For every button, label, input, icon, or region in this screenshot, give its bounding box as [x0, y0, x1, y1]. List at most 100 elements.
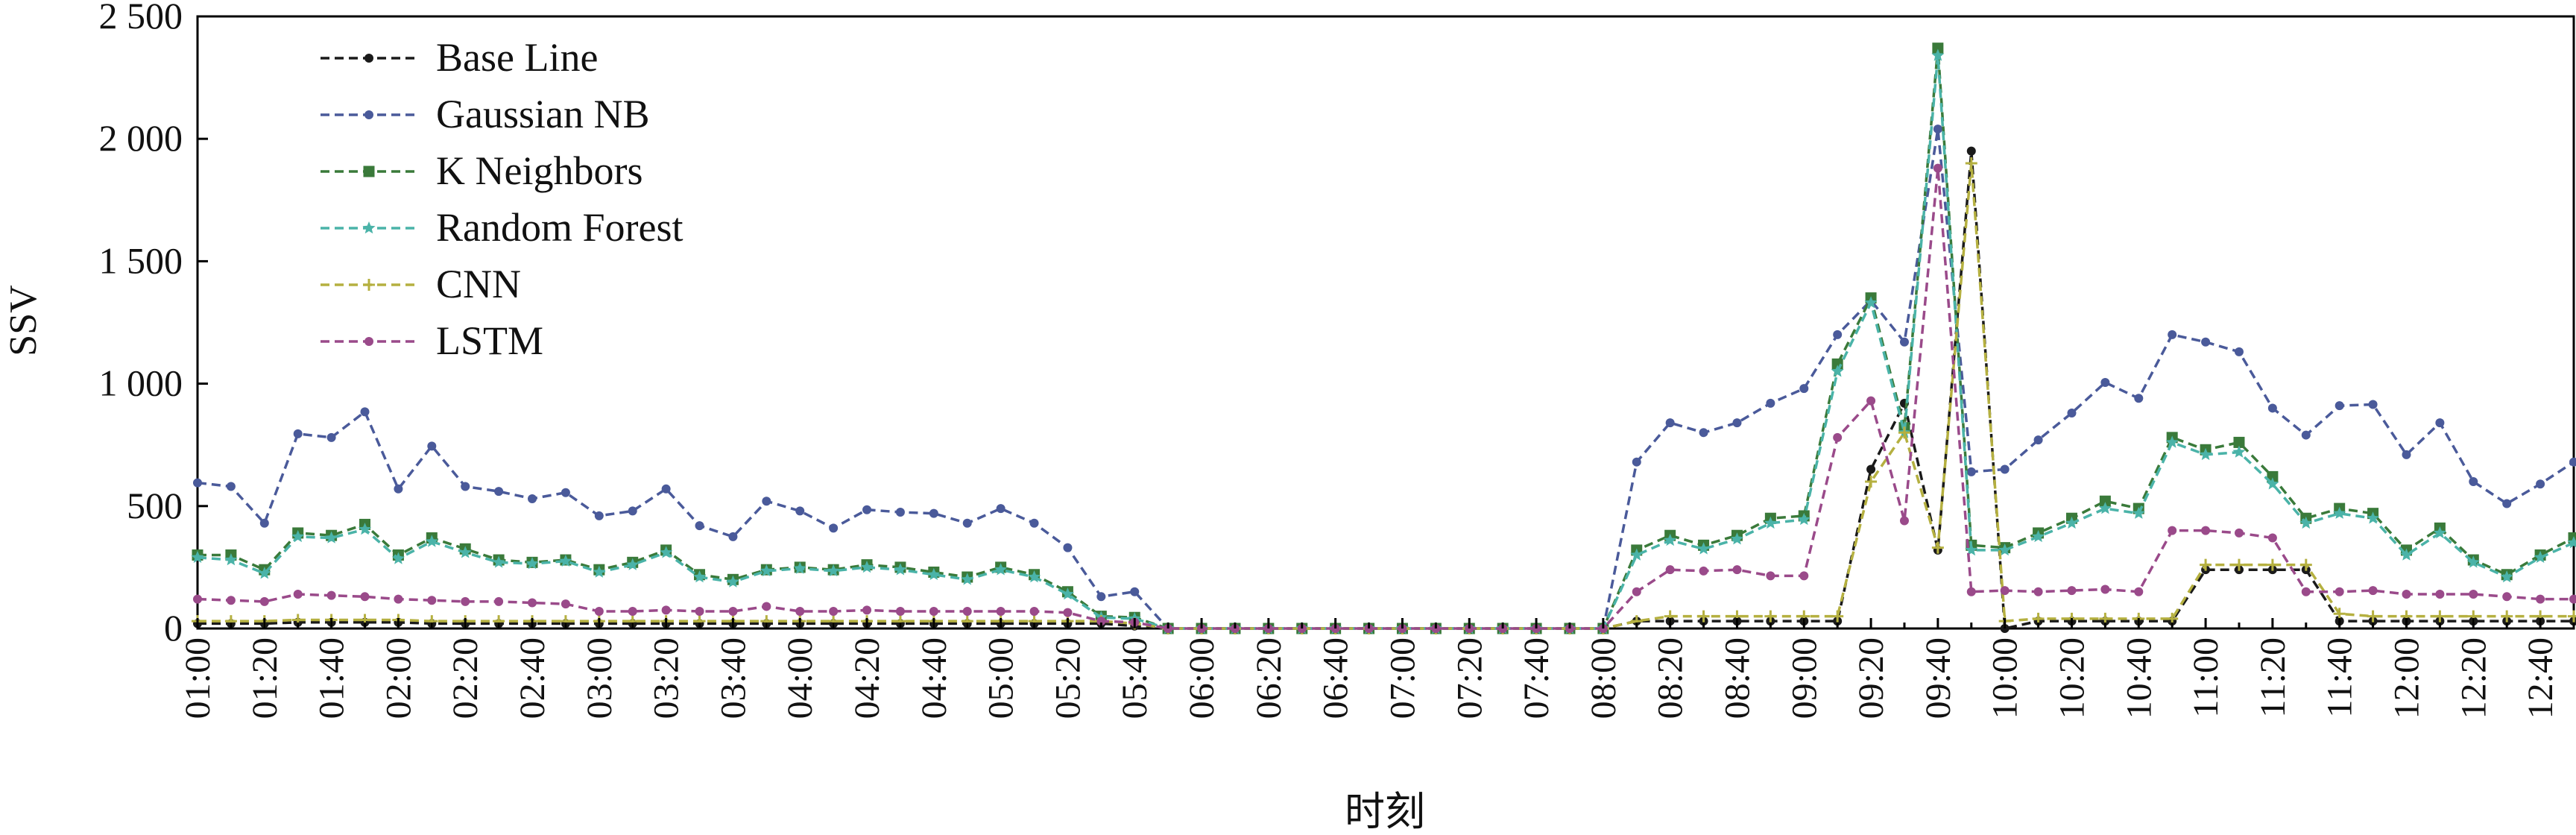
x-tick-label: 07:40 [1517, 637, 1556, 719]
data-point [528, 598, 537, 608]
data-point [1797, 512, 1811, 526]
series-layer [191, 42, 2576, 634]
data-point [191, 550, 204, 563]
data-point [661, 484, 671, 494]
data-point [929, 607, 938, 617]
x-tick-label: 10:20 [2052, 637, 2092, 719]
data-point [728, 532, 738, 541]
data-point [1899, 516, 1909, 526]
y-axis: 0 500 1 000 1 500 2 000 2 500 [99, 0, 208, 649]
data-point [358, 523, 372, 535]
data-point [895, 607, 905, 617]
x-tick-label: 07:00 [1383, 637, 1422, 719]
data-point [2469, 590, 2478, 599]
x-tick-label: 12:40 [2521, 637, 2560, 719]
data-point [2333, 506, 2346, 519]
x-tick-label: 02:00 [379, 637, 418, 719]
data-point [458, 546, 472, 558]
y-tick-label: 0 [164, 607, 183, 649]
data-point [996, 607, 1006, 617]
data-point [259, 518, 269, 528]
x-tick-label: 10:40 [2119, 637, 2159, 719]
data-point [2100, 377, 2110, 387]
series-line [197, 168, 2574, 630]
legend: Base Line Gaussian NB K Neighbors Random Fo… [321, 35, 684, 363]
data-point [425, 535, 438, 547]
data-point [829, 607, 839, 617]
data-point [1766, 571, 1775, 581]
data-point [2234, 528, 2244, 538]
legend-label: CNN [436, 262, 521, 306]
x-tick-label: 06:20 [1249, 637, 1289, 719]
data-point [362, 221, 376, 234]
data-point [2402, 450, 2411, 459]
data-point [929, 508, 938, 518]
data-point [762, 497, 771, 506]
x-tick-label: 09:40 [1919, 637, 1958, 719]
data-point [927, 567, 941, 580]
x-tick-label: 04:40 [915, 637, 954, 719]
data-point [795, 607, 805, 617]
data-point [1063, 608, 1073, 617]
data-point [2435, 590, 2445, 599]
x-tick-label: 08:40 [1717, 637, 1757, 719]
data-point [1764, 610, 1777, 623]
data-point [1931, 48, 1945, 61]
legend-item: Random Forest [321, 205, 684, 250]
data-point [561, 599, 570, 609]
data-point [2200, 558, 2212, 571]
x-tick-label: 06:40 [1316, 637, 1356, 719]
data-point [364, 110, 373, 119]
data-point [2266, 558, 2279, 571]
data-point [2334, 401, 2344, 411]
data-point [364, 54, 373, 63]
data-point [293, 429, 303, 438]
data-point [1764, 516, 1777, 529]
data-point [1063, 543, 1073, 552]
data-point [795, 506, 805, 516]
data-point [2267, 533, 2277, 543]
data-point [1029, 518, 1039, 528]
data-point [391, 552, 405, 564]
x-tick-label: 09:20 [1852, 637, 1891, 719]
data-point [325, 531, 338, 543]
data-point [2165, 435, 2179, 448]
data-point [1664, 533, 1677, 546]
y-tick-label: 2 000 [99, 117, 183, 159]
data-point [2000, 586, 2010, 596]
data-point [762, 602, 771, 611]
data-point [693, 570, 707, 583]
data-point [427, 596, 437, 605]
data-point [1899, 337, 1909, 347]
legend-label: Random Forest [436, 205, 684, 250]
data-point [293, 590, 303, 599]
series-line [198, 163, 2574, 630]
data-point [1831, 610, 1844, 623]
data-point [326, 590, 336, 600]
data-point [360, 407, 370, 417]
data-point [2033, 435, 2043, 445]
data-point [1965, 157, 1977, 170]
data-point [2501, 610, 2513, 623]
data-point [1632, 457, 1641, 467]
data-point [1028, 570, 1041, 583]
data-point [559, 554, 572, 567]
data-point [1732, 565, 1742, 575]
data-point [1966, 146, 1976, 156]
data-point [2234, 347, 2244, 356]
data-point [2266, 477, 2279, 490]
data-point [1096, 617, 1106, 626]
data-point [364, 337, 373, 346]
x-tick-label: 04:00 [780, 637, 820, 719]
y-axis-title: SSV [2, 285, 45, 356]
y-tick-label: 1 500 [99, 239, 183, 281]
legend-label: Base Line [436, 35, 598, 80]
legend-label: K Neighbors [436, 148, 643, 193]
x-tick-label: 10:00 [1986, 637, 2025, 719]
data-point [660, 546, 673, 558]
data-point [1865, 475, 1878, 488]
data-point [2065, 516, 2078, 529]
x-tick-label: 03:20 [647, 637, 686, 719]
legend-label: LSTM [436, 318, 543, 363]
data-point [2067, 409, 2077, 418]
